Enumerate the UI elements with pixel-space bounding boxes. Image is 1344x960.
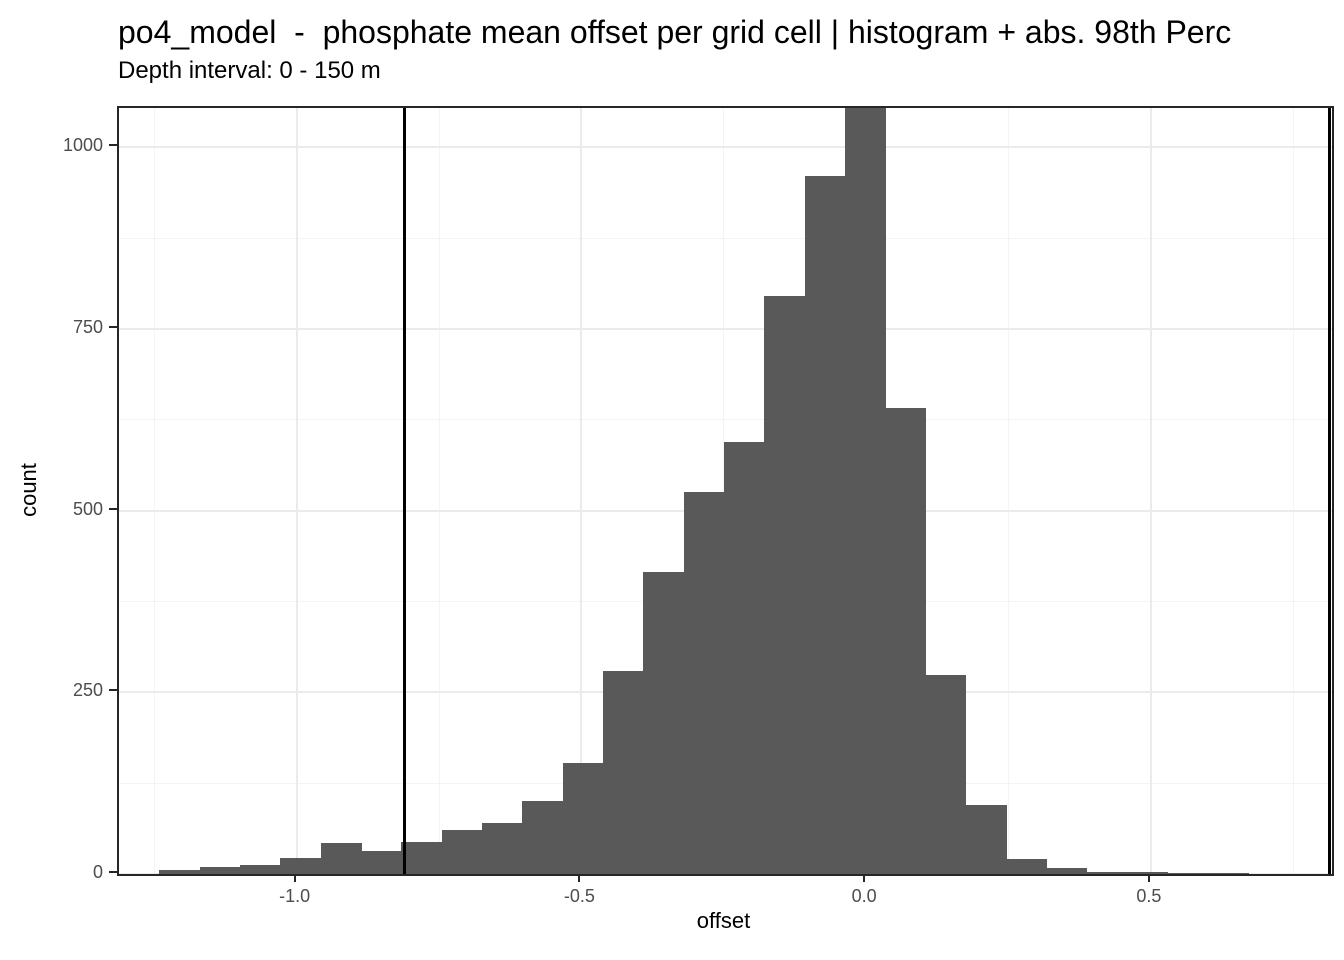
gridline-minor-vertical xyxy=(723,108,725,874)
y-tick-label: 500 xyxy=(72,498,103,519)
histogram-bar xyxy=(723,441,765,874)
gridline-minor-vertical xyxy=(153,108,155,874)
gridline-major-vertical xyxy=(580,108,583,874)
gridline-major-horizontal xyxy=(119,146,1332,149)
histogram-bar xyxy=(683,492,725,874)
histogram-bar xyxy=(481,823,523,874)
histogram-bar xyxy=(441,830,483,874)
histogram-bar xyxy=(643,572,685,874)
histogram-bar xyxy=(804,176,846,874)
gridline-minor-vertical xyxy=(438,108,440,874)
histogram-bar xyxy=(240,865,281,874)
percentile-marker-line xyxy=(403,108,407,874)
y-tick-mark xyxy=(109,507,117,510)
histogram-bar xyxy=(965,804,1007,874)
histogram-bar xyxy=(1167,873,1209,874)
y-tick-mark xyxy=(109,871,117,873)
x-tick-label: -1.0 xyxy=(279,886,311,906)
y-tick-label: 750 xyxy=(72,316,103,337)
y-tick-label: 0 xyxy=(92,862,103,882)
x-axis-title: offset xyxy=(696,908,751,933)
histogram-bar xyxy=(159,869,201,874)
y-tick-mark xyxy=(109,144,117,147)
histogram-bar xyxy=(602,671,644,874)
histogram-bar xyxy=(925,674,967,874)
y-axis-title: count xyxy=(16,463,41,517)
gridline-major-horizontal xyxy=(119,327,1332,330)
gridline-minor-vertical xyxy=(1292,108,1294,874)
histogram-bar xyxy=(1046,868,1088,874)
gridline-major-vertical xyxy=(295,108,298,874)
gridline-major-vertical xyxy=(1149,108,1152,874)
x-tick-label: 0.0 xyxy=(851,886,877,906)
gridline-minor-vertical xyxy=(1008,108,1010,874)
histogram-bar xyxy=(199,866,241,874)
histogram-bar xyxy=(1006,859,1047,874)
y-tick-label: 250 xyxy=(72,680,103,701)
histogram-bar xyxy=(844,108,886,874)
x-tick-label: -0.5 xyxy=(563,886,595,906)
chart-title: po4_model - phosphate mean offset per gr… xyxy=(118,14,1232,50)
histogram-bar xyxy=(562,762,604,874)
y-tick-mark xyxy=(109,689,117,692)
plot-panel xyxy=(117,106,1334,876)
x-tick-label: 0.5 xyxy=(1136,886,1162,906)
histogram-bar xyxy=(401,842,443,874)
gridline-minor-horizontal xyxy=(119,419,1332,421)
chart-subtitle: Depth interval: 0 - 150 m xyxy=(118,57,381,84)
histogram-bar xyxy=(885,408,926,874)
histogram-bar xyxy=(1127,871,1168,874)
histogram-bar xyxy=(320,843,362,874)
histogram-bar xyxy=(764,295,806,874)
percentile-marker-line xyxy=(1327,108,1331,874)
y-tick-mark xyxy=(109,325,117,328)
histogram-bar xyxy=(1207,873,1249,874)
gridline-minor-horizontal xyxy=(119,237,1332,239)
y-tick-label: 1000 xyxy=(62,135,103,156)
histogram-bar xyxy=(361,851,402,874)
histogram-bar xyxy=(522,800,564,874)
histogram-bar xyxy=(280,858,322,874)
histogram-bar xyxy=(1086,871,1128,874)
